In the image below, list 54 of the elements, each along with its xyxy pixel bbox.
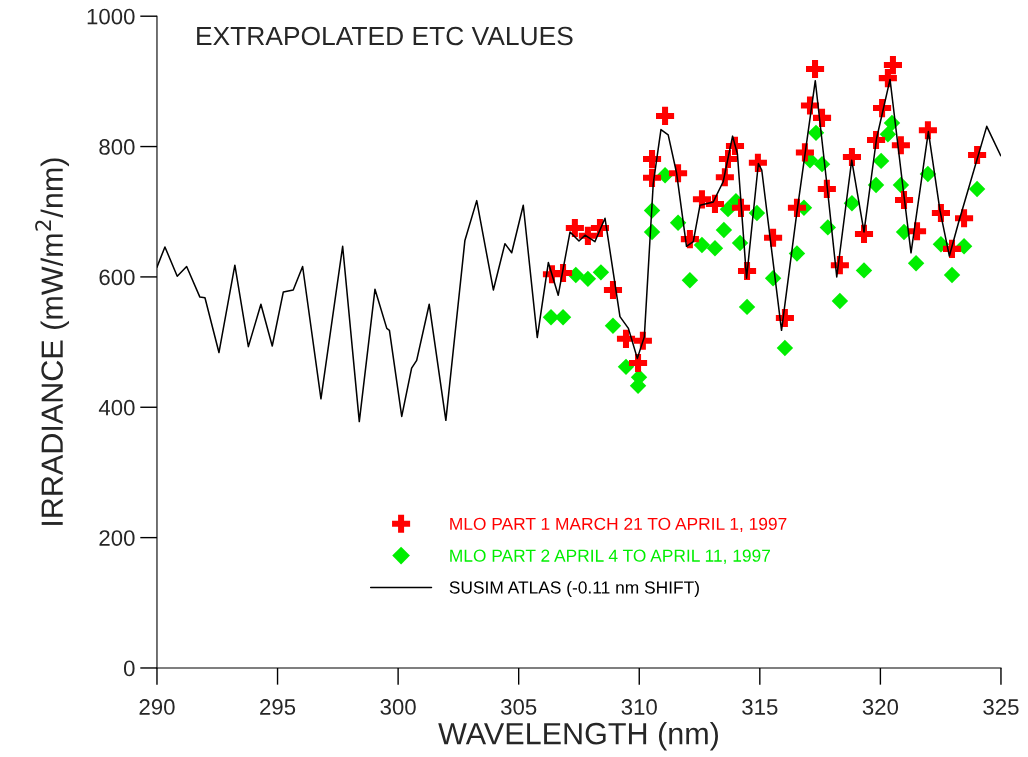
point bbox=[579, 270, 597, 288]
point bbox=[879, 125, 897, 143]
point bbox=[693, 236, 711, 254]
point bbox=[943, 266, 961, 284]
point bbox=[565, 218, 584, 238]
x-tick-label: 310 bbox=[621, 699, 657, 715]
point bbox=[872, 152, 890, 170]
y-tick-label: 800 bbox=[99, 139, 135, 155]
point bbox=[617, 358, 635, 376]
legend-label: MLO PART 1 MARCH 21 TO APRIL 1, 1997 bbox=[450, 517, 787, 533]
point bbox=[805, 59, 825, 79]
point bbox=[681, 271, 699, 289]
point bbox=[715, 221, 733, 239]
x-tick-label: 295 bbox=[260, 699, 296, 715]
y-tick-label: 600 bbox=[99, 269, 135, 286]
point bbox=[748, 204, 766, 222]
x-axis-title: WAVELENGTH (nm) bbox=[438, 722, 718, 751]
x-tick-label: 300 bbox=[380, 699, 416, 715]
legend-label: MLO PART 2 APRIL 4 TO APRIL 11, 1997 bbox=[450, 549, 771, 564]
point bbox=[642, 149, 662, 168]
point bbox=[776, 339, 794, 357]
point bbox=[819, 219, 837, 236]
point bbox=[592, 264, 610, 281]
x-tick-label: 305 bbox=[501, 699, 537, 715]
x-tick-label: 315 bbox=[742, 699, 778, 715]
point bbox=[656, 106, 675, 125]
point bbox=[604, 317, 622, 335]
y-tick-label: 0 bbox=[123, 660, 135, 677]
point bbox=[867, 176, 885, 194]
point bbox=[788, 245, 806, 262]
x-tick-label: 290 bbox=[139, 699, 175, 715]
y-tick-label: 200 bbox=[99, 530, 135, 546]
point bbox=[831, 292, 849, 310]
point bbox=[883, 114, 901, 132]
point bbox=[968, 180, 986, 198]
point bbox=[907, 255, 925, 272]
point bbox=[842, 147, 861, 167]
point bbox=[919, 165, 937, 183]
x-tick-label: 320 bbox=[862, 699, 899, 715]
y-tick-label: 1000 bbox=[87, 8, 135, 25]
point bbox=[738, 298, 756, 316]
point bbox=[843, 195, 861, 212]
point bbox=[669, 214, 687, 232]
point bbox=[883, 56, 902, 75]
x-tick-label: 325 bbox=[983, 699, 1019, 715]
y-axis-title: IRRADIANCE (mW/m$^{2}$/nm) bbox=[35, 158, 70, 525]
point bbox=[807, 124, 825, 142]
legend-label: SUSIM ATLAS (-0.11 nm SHIFT) bbox=[449, 580, 699, 598]
point bbox=[855, 262, 873, 279]
point bbox=[706, 240, 724, 257]
point bbox=[628, 353, 648, 372]
y-tick-label: 400 bbox=[98, 399, 135, 416]
point bbox=[616, 329, 636, 348]
chart-title: EXTRAPOLATED ETC VALUES bbox=[197, 26, 573, 46]
